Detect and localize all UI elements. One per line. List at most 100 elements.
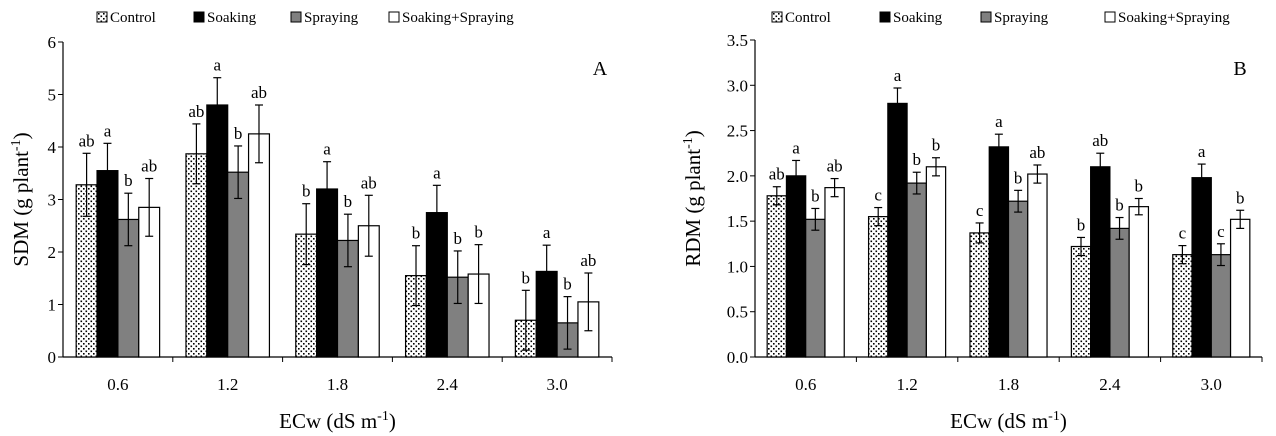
significance-letter: a bbox=[995, 112, 1003, 131]
bar bbox=[1090, 166, 1111, 358]
bar bbox=[1128, 206, 1150, 358]
bar bbox=[1210, 254, 1232, 358]
bar bbox=[766, 195, 788, 358]
y-tick-label: 4 bbox=[48, 138, 57, 157]
bar bbox=[96, 170, 119, 358]
significance-letter: b bbox=[302, 182, 311, 201]
legend-label: Spraying bbox=[304, 10, 359, 26]
bar bbox=[785, 175, 807, 358]
x-tick-label: 2.4 bbox=[437, 375, 459, 394]
legend-swatch bbox=[96, 11, 108, 23]
significance-letter: ab bbox=[188, 102, 204, 121]
y-axis-title: SDM (g plant-1) bbox=[9, 132, 33, 266]
x-axis-title-sup: -1 bbox=[377, 409, 389, 424]
x-axis-title-sup: -1 bbox=[1048, 409, 1060, 424]
x-axis-title-main: ECw (dS m bbox=[279, 409, 377, 433]
y-axis-title-tail: ) bbox=[9, 132, 33, 139]
legend-swatch bbox=[1104, 11, 1116, 23]
significance-letter: c bbox=[1217, 222, 1225, 241]
x-tick-label: 1.8 bbox=[998, 375, 1019, 394]
y-tick-label: 3 bbox=[48, 191, 57, 210]
legend-swatch bbox=[193, 11, 205, 23]
significance-letter: b bbox=[912, 150, 921, 169]
bar bbox=[867, 216, 889, 358]
significance-letter: b bbox=[412, 224, 421, 243]
y-axis-title-sup: -1 bbox=[9, 139, 24, 151]
y-tick-label: 2.0 bbox=[727, 167, 748, 186]
significance-letter: ab bbox=[141, 157, 157, 176]
legend-label: Control bbox=[785, 10, 831, 26]
bar bbox=[227, 171, 250, 358]
significance-letter: b bbox=[453, 229, 462, 248]
y-axis-title: RDM (g plant-1) bbox=[681, 130, 705, 267]
significance-letter: a bbox=[213, 56, 221, 75]
significance-letter: c bbox=[1179, 224, 1187, 243]
significance-letter: ab bbox=[769, 165, 785, 184]
bar bbox=[887, 102, 908, 358]
legend-swatch bbox=[980, 11, 992, 23]
x-tick-label: 2.4 bbox=[1099, 375, 1121, 394]
y-tick-label: 5 bbox=[48, 86, 57, 105]
bar bbox=[988, 146, 1010, 358]
y-tick-label: 0 bbox=[48, 348, 57, 367]
significance-letter: ab bbox=[361, 173, 377, 192]
significance-letter: b bbox=[522, 268, 531, 287]
significance-letter: b bbox=[1236, 188, 1245, 207]
x-tick-label: 1.8 bbox=[327, 375, 348, 394]
legend-swatch bbox=[290, 11, 302, 23]
x-tick-label: 0.6 bbox=[107, 375, 128, 394]
y-axis-title-tail: ) bbox=[681, 130, 705, 137]
significance-letter: b bbox=[563, 275, 572, 294]
x-axis-title-tail: ) bbox=[389, 409, 396, 433]
significance-letter: a bbox=[894, 66, 902, 85]
panel-label: B bbox=[1233, 58, 1246, 80]
y-axis-title-main: RDM (g plant bbox=[681, 149, 705, 267]
y-axis-title-main: SDM (g plant bbox=[9, 151, 33, 267]
bar bbox=[1070, 245, 1092, 358]
significance-letter: b bbox=[1135, 177, 1144, 196]
significance-letter: ab bbox=[580, 251, 596, 270]
significance-letter: a bbox=[323, 140, 331, 159]
bar bbox=[1229, 218, 1251, 358]
significance-letter: c bbox=[874, 186, 882, 205]
legend-swatch bbox=[771, 11, 783, 23]
significance-letter: c bbox=[976, 201, 984, 220]
significance-letter: b bbox=[811, 186, 820, 205]
bar bbox=[925, 166, 947, 358]
y-tick-label: 2.5 bbox=[727, 122, 748, 141]
x-axis-title: ECw (dS m-1) bbox=[950, 409, 1067, 433]
significance-letter: b bbox=[124, 171, 133, 190]
bar bbox=[805, 218, 826, 358]
significance-letter: b bbox=[1115, 196, 1124, 215]
y-tick-label: 0.0 bbox=[727, 348, 748, 367]
significance-letter: ab bbox=[1092, 131, 1108, 150]
y-tick-label: 2 bbox=[48, 243, 57, 262]
y-tick-label: 1.5 bbox=[727, 212, 748, 231]
y-tick-label: 1.0 bbox=[727, 257, 748, 276]
legend-label: Spraying bbox=[994, 10, 1049, 26]
bar bbox=[906, 182, 927, 358]
legend-label: Soaking+Spraying bbox=[402, 10, 514, 26]
significance-letter: ab bbox=[827, 157, 843, 176]
significance-letter: b bbox=[234, 124, 243, 143]
significance-letter: ab bbox=[1029, 143, 1045, 162]
x-tick-label: 0.6 bbox=[795, 375, 816, 394]
panel-label: A bbox=[593, 58, 608, 80]
significance-letter: b bbox=[344, 192, 353, 211]
significance-letter: a bbox=[104, 121, 112, 140]
bar bbox=[969, 232, 990, 358]
significance-letter: a bbox=[1198, 142, 1206, 161]
significance-letter: b bbox=[932, 136, 941, 155]
legend-label: Soaking bbox=[207, 10, 257, 26]
legend-swatch bbox=[879, 11, 891, 23]
legend-swatch bbox=[388, 11, 400, 23]
x-axis-title-main: ECw (dS m bbox=[950, 409, 1048, 433]
bar bbox=[1109, 227, 1130, 358]
x-tick-label: 3.0 bbox=[1201, 375, 1222, 394]
legend-label: Soaking+Spraying bbox=[1118, 10, 1230, 26]
significance-letter: ab bbox=[79, 131, 95, 150]
significance-letter: b bbox=[1014, 168, 1023, 187]
y-axis-title-sup: -1 bbox=[681, 137, 696, 149]
